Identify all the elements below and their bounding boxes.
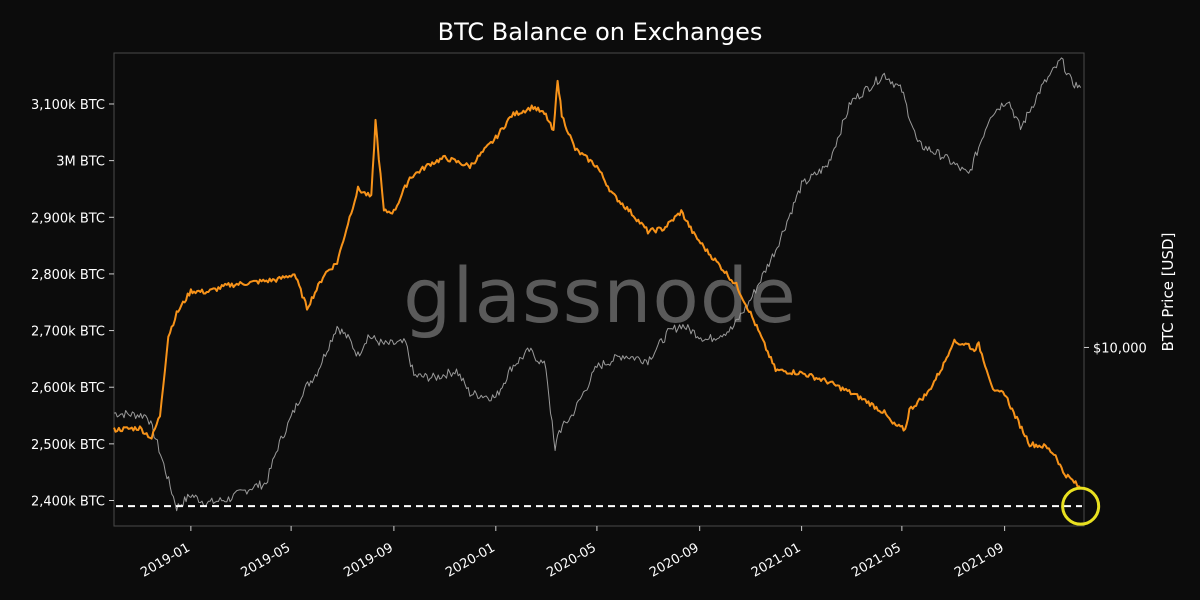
x-tick-label: 2021-05 (849, 540, 904, 580)
annotation-layer (116, 486, 1101, 526)
x-tick-label: 2019-05 (239, 540, 294, 580)
y-right-axis-title: BTC Price [USD] (1159, 233, 1177, 352)
highlight-circle (1061, 486, 1101, 526)
x-tick-label: 2021-09 (952, 540, 1007, 580)
chart-title: BTC Balance on Exchanges (438, 18, 763, 46)
glassnode-watermark: glassnode (403, 251, 797, 340)
series-layer (113, 57, 1082, 512)
y-axis-left: 2,400k BTC 2,500k BTC 2,600k BTC 2,700k BTC… (31, 98, 114, 510)
y-tick-label: 3M BTC (56, 155, 105, 170)
x-tick-label: 2019-01 (138, 540, 193, 580)
y-tick-label: 2,900k BTC (31, 211, 105, 226)
y-tick-label: 2,700k BTC (31, 325, 105, 340)
btc-price-line (113, 57, 1082, 512)
x-axis: 2019-01 2019-05 2019-09 2020-01 2020-05 2020-… (138, 526, 1007, 581)
y-tick-label: 2,800k BTC (31, 268, 105, 283)
plot-frame (113, 52, 1085, 527)
y-axis-right: $10,000 (1084, 341, 1147, 356)
y-tick-label: 3,100k BTC (31, 98, 105, 113)
y-right-tick-label: $10,000 (1093, 341, 1147, 356)
x-tick-label: 2021-01 (749, 540, 804, 580)
x-tick-label: 2020-05 (544, 540, 599, 580)
exchange-balance-line (113, 79, 1082, 490)
y-tick-label: 2,500k BTC (31, 438, 105, 453)
x-tick-label: 2020-01 (443, 540, 498, 580)
y-tick-label: 2,600k BTC (31, 381, 105, 396)
x-tick-label: 2020-09 (647, 540, 702, 580)
y-tick-label: 2,400k BTC (31, 495, 105, 510)
x-tick-label: 2019-09 (341, 540, 396, 580)
